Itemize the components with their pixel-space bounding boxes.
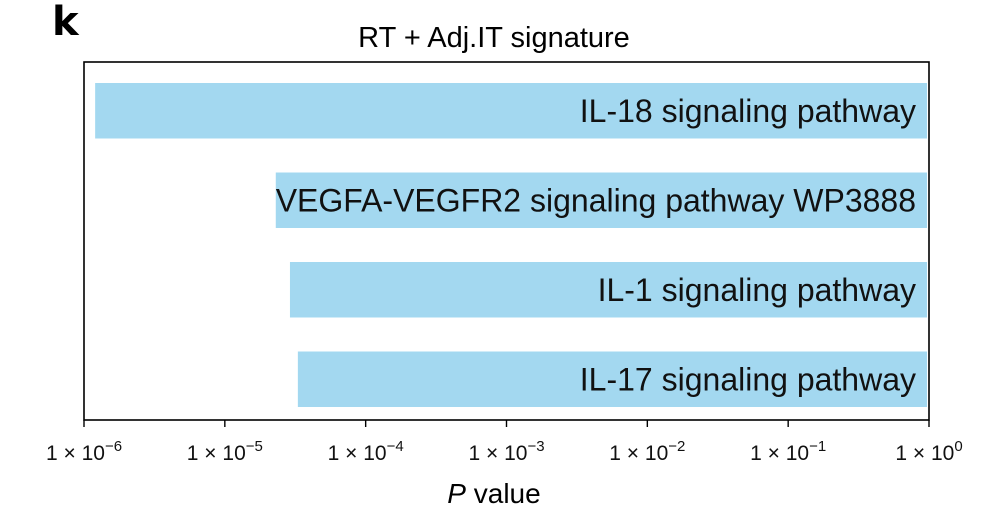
chart-plot: IL-18 signaling pathway VEGFA-VEGFR2 sign… [46, 61, 963, 465]
x-tick-base-3: 1 × 10 [328, 442, 387, 465]
x-axis-label-rest: value [465, 478, 541, 509]
panel-label: k [52, 0, 79, 45]
bar-2 [275, 172, 927, 228]
x-tick-exponent-2: −5 [246, 438, 263, 455]
x-tick-base-7: 1 × 10 [895, 442, 954, 465]
x-tick-exponent-3: −4 [387, 438, 404, 455]
x-axis-label-italic: P [447, 478, 466, 509]
x-tick-exponent-6: −1 [809, 438, 826, 455]
x-tick-base-1: 1 × 10 [46, 442, 105, 465]
bar-1 [95, 83, 927, 139]
x-tick-label-4: 1 × 10−3 [468, 438, 544, 465]
x-tick-label-6: 1 × 10−1 [750, 438, 826, 465]
x-ticks-layer: 1 × 10−6 1 × 10−5 1 × 10−4 1 × 10−3 1 × 10−2… [46, 420, 963, 465]
x-tick-label-7: 1 × 100 [895, 438, 962, 465]
x-tick-base-4: 1 × 10 [468, 442, 527, 465]
chart-title: RT + Adj.IT signature [358, 22, 630, 54]
bar-label-2: VEGFA-VEGFR2 signaling pathway WP3888 [276, 182, 916, 218]
x-tick-label-3: 1 × 10−4 [328, 438, 404, 465]
x-tick-base-5: 1 × 10 [609, 442, 668, 465]
x-tick-label-2: 1 × 10−5 [187, 438, 263, 465]
x-tick-base-6: 1 × 10 [750, 442, 809, 465]
x-tick-exponent-1: −6 [105, 438, 122, 455]
bar-label-1: IL-18 signaling pathway [580, 93, 916, 129]
x-tick-label-5: 1 × 10−2 [609, 438, 685, 465]
x-axis-label: P value [0, 476, 988, 512]
x-tick-label-1: 1 × 10−6 [46, 438, 122, 465]
bar-labels-layer: IL-18 signaling pathway VEGFA-VEGFR2 sign… [276, 93, 916, 398]
bar-label-4: IL-17 signaling pathway [580, 361, 916, 397]
x-tick-exponent-5: −2 [668, 438, 685, 455]
bar-4 [297, 351, 927, 407]
bar-3 [289, 262, 928, 318]
bar-label-3: IL-1 signaling pathway [598, 272, 916, 308]
x-tick-exponent-4: −3 [527, 438, 544, 455]
bars-layer [95, 83, 928, 407]
x-tick-exponent-7: 0 [954, 438, 962, 455]
x-tick-base-2: 1 × 10 [187, 442, 246, 465]
